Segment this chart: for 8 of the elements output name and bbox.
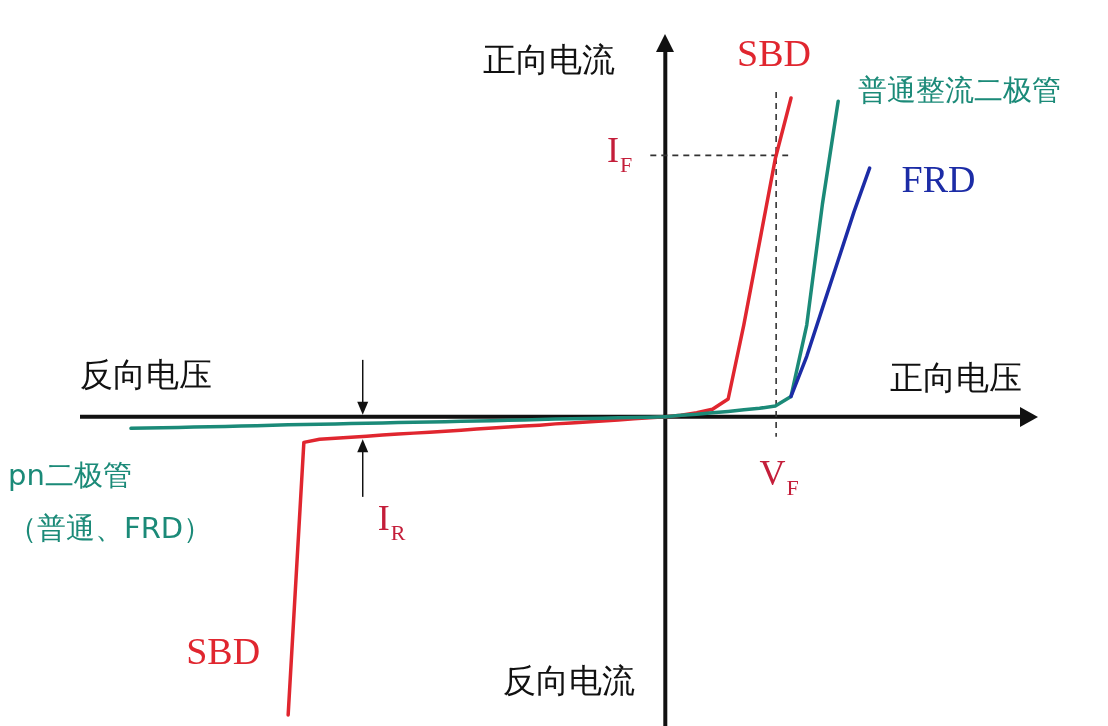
- series-label: 普通整流二极管: [858, 72, 1062, 107]
- annotation: 反向电压: [80, 356, 212, 393]
- series-label: SBD: [186, 629, 261, 672]
- series-label: pn二极管（普通、FRD）: [8, 457, 213, 545]
- series-label: SBD: [737, 31, 811, 74]
- y-axis-title: 正向电流: [483, 41, 616, 78]
- series-label: FRD: [901, 158, 976, 201]
- x-axis-title: 正向电压: [889, 359, 1022, 396]
